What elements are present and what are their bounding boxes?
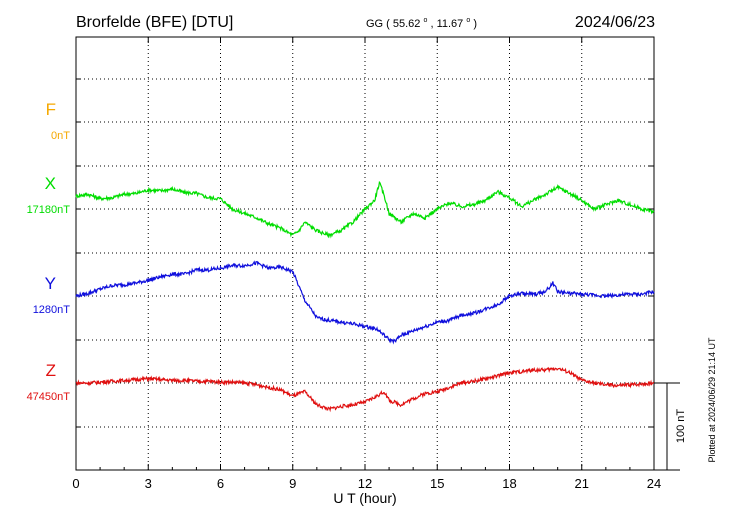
series-baseline-y: 1280nT <box>33 304 71 316</box>
degree-symbol: o <box>423 17 427 24</box>
series-line-y <box>75 260 655 345</box>
x-tick-label: 15 <box>430 476 444 491</box>
x-tick-label: 12 <box>358 476 372 491</box>
degree-symbol: o <box>466 17 470 24</box>
series-lines <box>75 180 655 413</box>
series-baseline-f: 0nT <box>51 130 70 142</box>
x-tick-label: 18 <box>502 476 516 491</box>
plotted-timestamp: Plotted at 2024/06/29 21:14 UT <box>707 337 717 463</box>
x-tick-label: 21 <box>575 476 589 491</box>
series-baseline-x: 17180nT <box>27 204 71 216</box>
series-labels: F 0nT X 17180nT Y 1280nT Z 47450nT <box>27 100 71 403</box>
x-tick-label: 9 <box>289 476 296 491</box>
x-tick-label: 3 <box>145 476 152 491</box>
series-line-z <box>75 366 655 413</box>
x-axis-label: U T (hour) <box>333 490 396 506</box>
station-coordinates: GG ( 55.62 o , 11.67 o ) <box>366 13 477 30</box>
series-line-x <box>75 180 655 239</box>
series-baseline-z: 47450nT <box>27 391 71 403</box>
series-name-y: Y <box>45 274 56 293</box>
plot-date: 2024/06/23 <box>575 14 655 31</box>
series-name-x: X <box>45 174 56 193</box>
coords-mid: , 11.67 <box>430 18 463 30</box>
series-name-f: F <box>46 100 56 119</box>
axis-ticks: 0 3 6 9 12 15 18 21 24 <box>72 37 661 491</box>
coords-suffix: ) <box>473 18 477 30</box>
scale-bar <box>654 382 680 471</box>
series-name-z: Z <box>46 361 56 380</box>
x-tick-label: 6 <box>217 476 224 491</box>
scale-bar-label: 100 nT <box>675 409 687 444</box>
x-tick-label: 24 <box>647 476 661 491</box>
station-title: Brorfelde (BFE) [DTU] <box>76 14 233 31</box>
grid-lines <box>76 37 654 470</box>
x-tick-label: 0 <box>72 476 79 491</box>
coords-prefix: GG ( 55.62 <box>366 18 420 30</box>
